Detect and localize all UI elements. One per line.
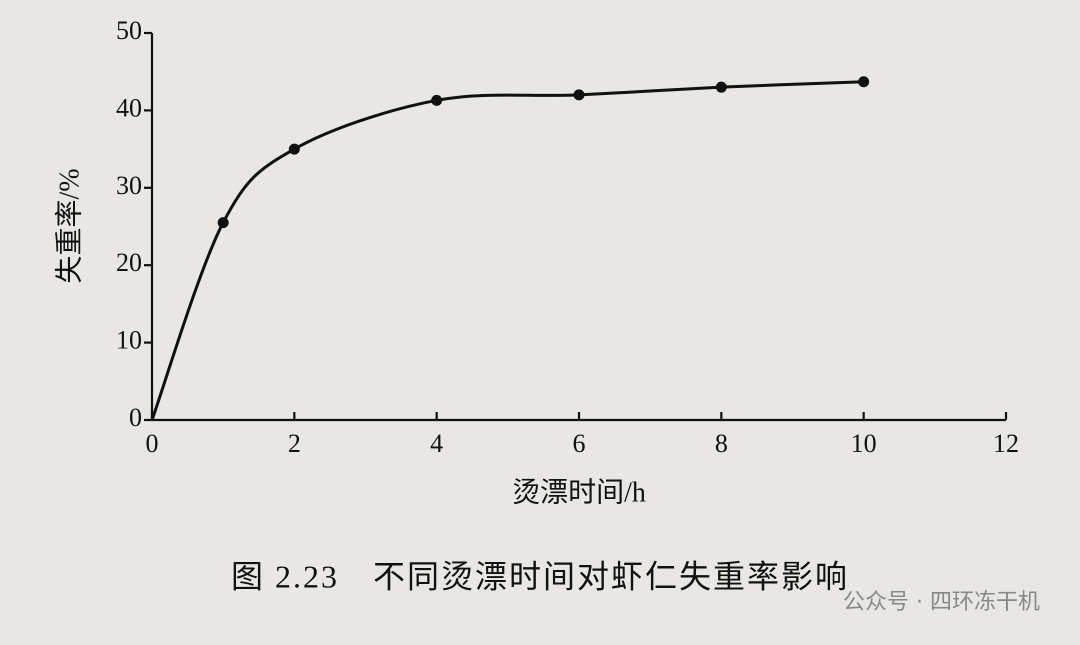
data-point — [288, 143, 300, 155]
x-axis-title: 烫漂时间/h — [512, 476, 646, 508]
data-point — [858, 76, 870, 88]
data-point — [217, 217, 229, 229]
y-tick-label: 20 — [116, 248, 142, 277]
x-tick-label: 0 — [146, 429, 159, 458]
data-point — [431, 94, 443, 106]
x-tick-label: 4 — [430, 429, 443, 458]
y-tick-label: 30 — [116, 171, 142, 200]
data-point — [573, 89, 585, 101]
x-tick-label: 8 — [715, 429, 728, 458]
x-tick-label: 10 — [851, 429, 877, 458]
y-tick-label: 10 — [116, 326, 142, 355]
watermark: 公众号 · 四环冻干机 — [843, 590, 1040, 615]
caption: 图 2.23 不同烫漂时间对虾仁失重率影响 — [231, 558, 849, 594]
x-tick-label: 12 — [993, 429, 1019, 458]
y-tick-label: 50 — [116, 16, 142, 45]
x-tick-label: 2 — [288, 429, 301, 458]
data-point — [715, 81, 727, 93]
y-tick-label: 0 — [129, 403, 142, 432]
y-axis-title: 失重率/% — [53, 168, 85, 283]
x-tick-label: 6 — [573, 429, 586, 458]
y-tick-label: 40 — [116, 93, 142, 122]
